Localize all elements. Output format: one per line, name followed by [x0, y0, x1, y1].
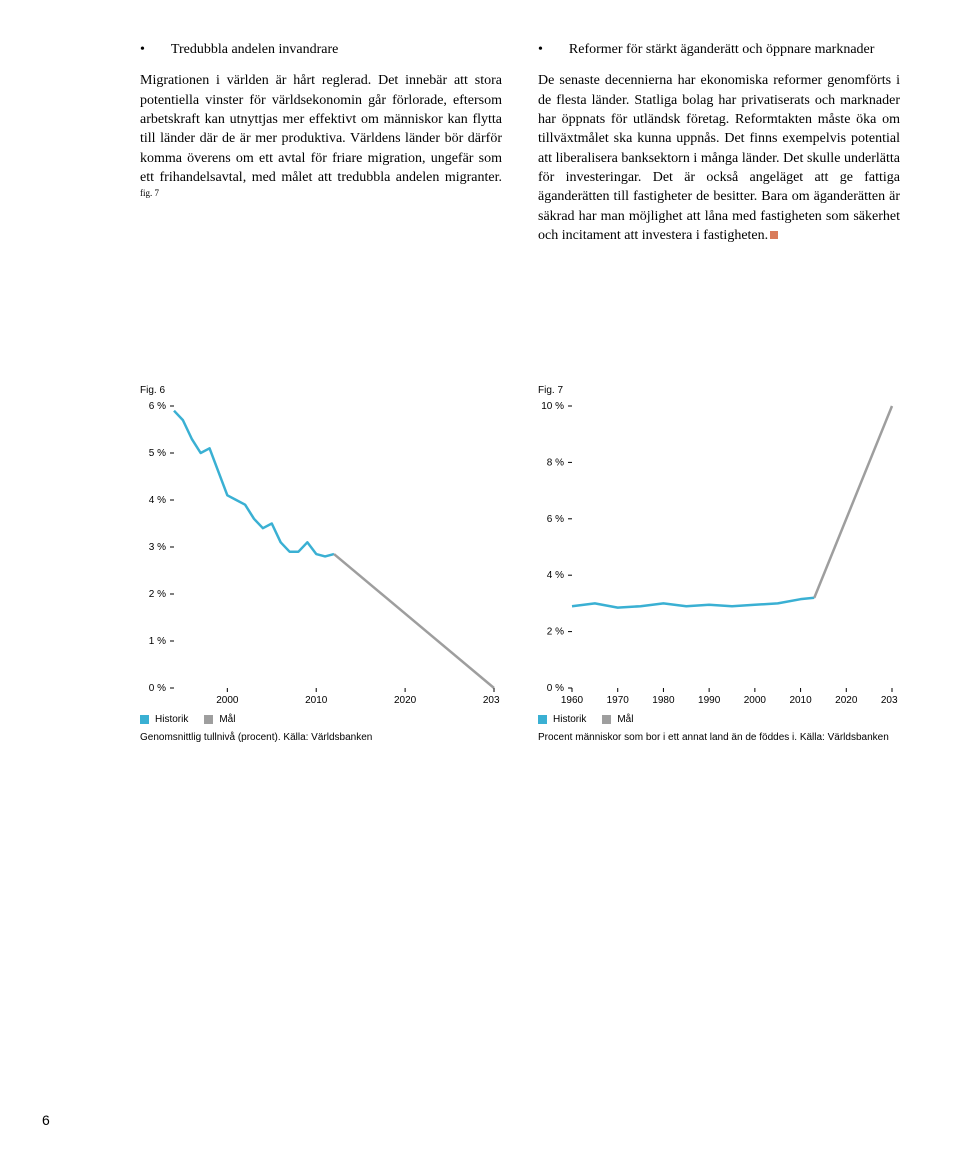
svg-text:1990: 1990: [698, 695, 721, 706]
charts-row: Fig. 6 0 % 1 % 2 % 3 % 4 % 5 % 6 % 2000 2010 2020…: [140, 385, 900, 744]
svg-text:6 %: 6 %: [149, 401, 166, 412]
svg-text:4 %: 4 %: [547, 570, 564, 581]
left-bullet-text: Tredubbla andelen invandrare: [171, 40, 502, 59]
right-bullet-text: Reformer för stärkt äganderätt och öppna…: [569, 40, 900, 59]
svg-text:2020: 2020: [835, 695, 858, 706]
svg-text:1980: 1980: [652, 695, 675, 706]
svg-text:2000: 2000: [744, 695, 767, 706]
svg-text:5 %: 5 %: [149, 448, 166, 459]
text-columns: • Tredubbla andelen invandrare Migration…: [140, 40, 900, 245]
fig7-caption: Procent människor som bor i ett annat la…: [538, 731, 900, 744]
svg-text:2020: 2020: [394, 695, 417, 706]
svg-text:2030: 2030: [881, 695, 898, 706]
right-bullet: • Reformer för stärkt äganderätt och öpp…: [538, 40, 900, 59]
svg-text:2010: 2010: [789, 695, 812, 706]
legend-swatch-historik: [140, 715, 149, 724]
legend-swatch-historik: [538, 715, 547, 724]
svg-text:6 %: 6 %: [547, 514, 564, 525]
bullet-dot-icon: •: [140, 40, 145, 59]
legend-label-mal: Mål: [617, 714, 633, 725]
svg-text:10 %: 10 %: [541, 401, 564, 412]
svg-text:2010: 2010: [305, 695, 328, 706]
left-para-text: Migrationen i världen är hårt reglerad. …: [140, 73, 502, 185]
fig7-label: Fig. 7: [538, 385, 900, 396]
right-para-text: De senaste decennierna har ekonomiska re…: [538, 73, 900, 243]
svg-text:1960: 1960: [561, 695, 584, 706]
left-paragraph: Migrationen i världen är hårt reglerad. …: [140, 71, 502, 208]
svg-text:2030: 2030: [483, 695, 500, 706]
legend-label-historik: Historik: [155, 714, 188, 725]
svg-text:1 %: 1 %: [149, 636, 166, 647]
end-square-icon: [770, 231, 778, 239]
legend-swatch-mal: [602, 715, 611, 724]
right-column: • Reformer för stärkt äganderätt och öpp…: [538, 40, 900, 245]
svg-text:2 %: 2 %: [149, 589, 166, 600]
svg-text:8 %: 8 %: [547, 458, 564, 469]
svg-text:0 %: 0 %: [547, 683, 564, 694]
legend-label-mal: Mål: [219, 714, 235, 725]
left-bullet: • Tredubbla andelen invandrare: [140, 40, 502, 59]
svg-text:4 %: 4 %: [149, 495, 166, 506]
fig6-block: Fig. 6 0 % 1 % 2 % 3 % 4 % 5 % 6 % 2000 2010 2020…: [140, 385, 502, 744]
legend-label-historik: Historik: [553, 714, 586, 725]
fig6-chart: 0 % 1 % 2 % 3 % 4 % 5 % 6 % 2000 2010 2020 2030: [140, 400, 500, 710]
fig6-legend: Historik Mål: [140, 714, 502, 725]
bullet-dot-icon: •: [538, 40, 543, 59]
fig7-legend: Historik Mål: [538, 714, 900, 725]
fig6-caption: Genomsnittlig tullnivå (procent). Källa:…: [140, 731, 502, 744]
left-column: • Tredubbla andelen invandrare Migration…: [140, 40, 502, 245]
svg-text:2 %: 2 %: [547, 627, 564, 638]
fig7-block: Fig. 7 0 % 2 % 4 % 6 % 8 % 10 % 1960 1970 1980 19…: [538, 385, 900, 744]
legend-swatch-mal: [204, 715, 213, 724]
svg-text:3 %: 3 %: [149, 542, 166, 553]
svg-text:1970: 1970: [607, 695, 630, 706]
fig6-label: Fig. 6: [140, 385, 502, 396]
fig7-chart: 0 % 2 % 4 % 6 % 8 % 10 % 1960 1970 1980 1990 2000 2…: [538, 400, 898, 710]
right-paragraph: De senaste decennierna har ekonomiska re…: [538, 71, 900, 245]
svg-text:2000: 2000: [216, 695, 239, 706]
page-number: 6: [42, 1112, 50, 1128]
left-sup: fig. 7: [140, 188, 159, 198]
svg-text:0 %: 0 %: [149, 683, 166, 694]
